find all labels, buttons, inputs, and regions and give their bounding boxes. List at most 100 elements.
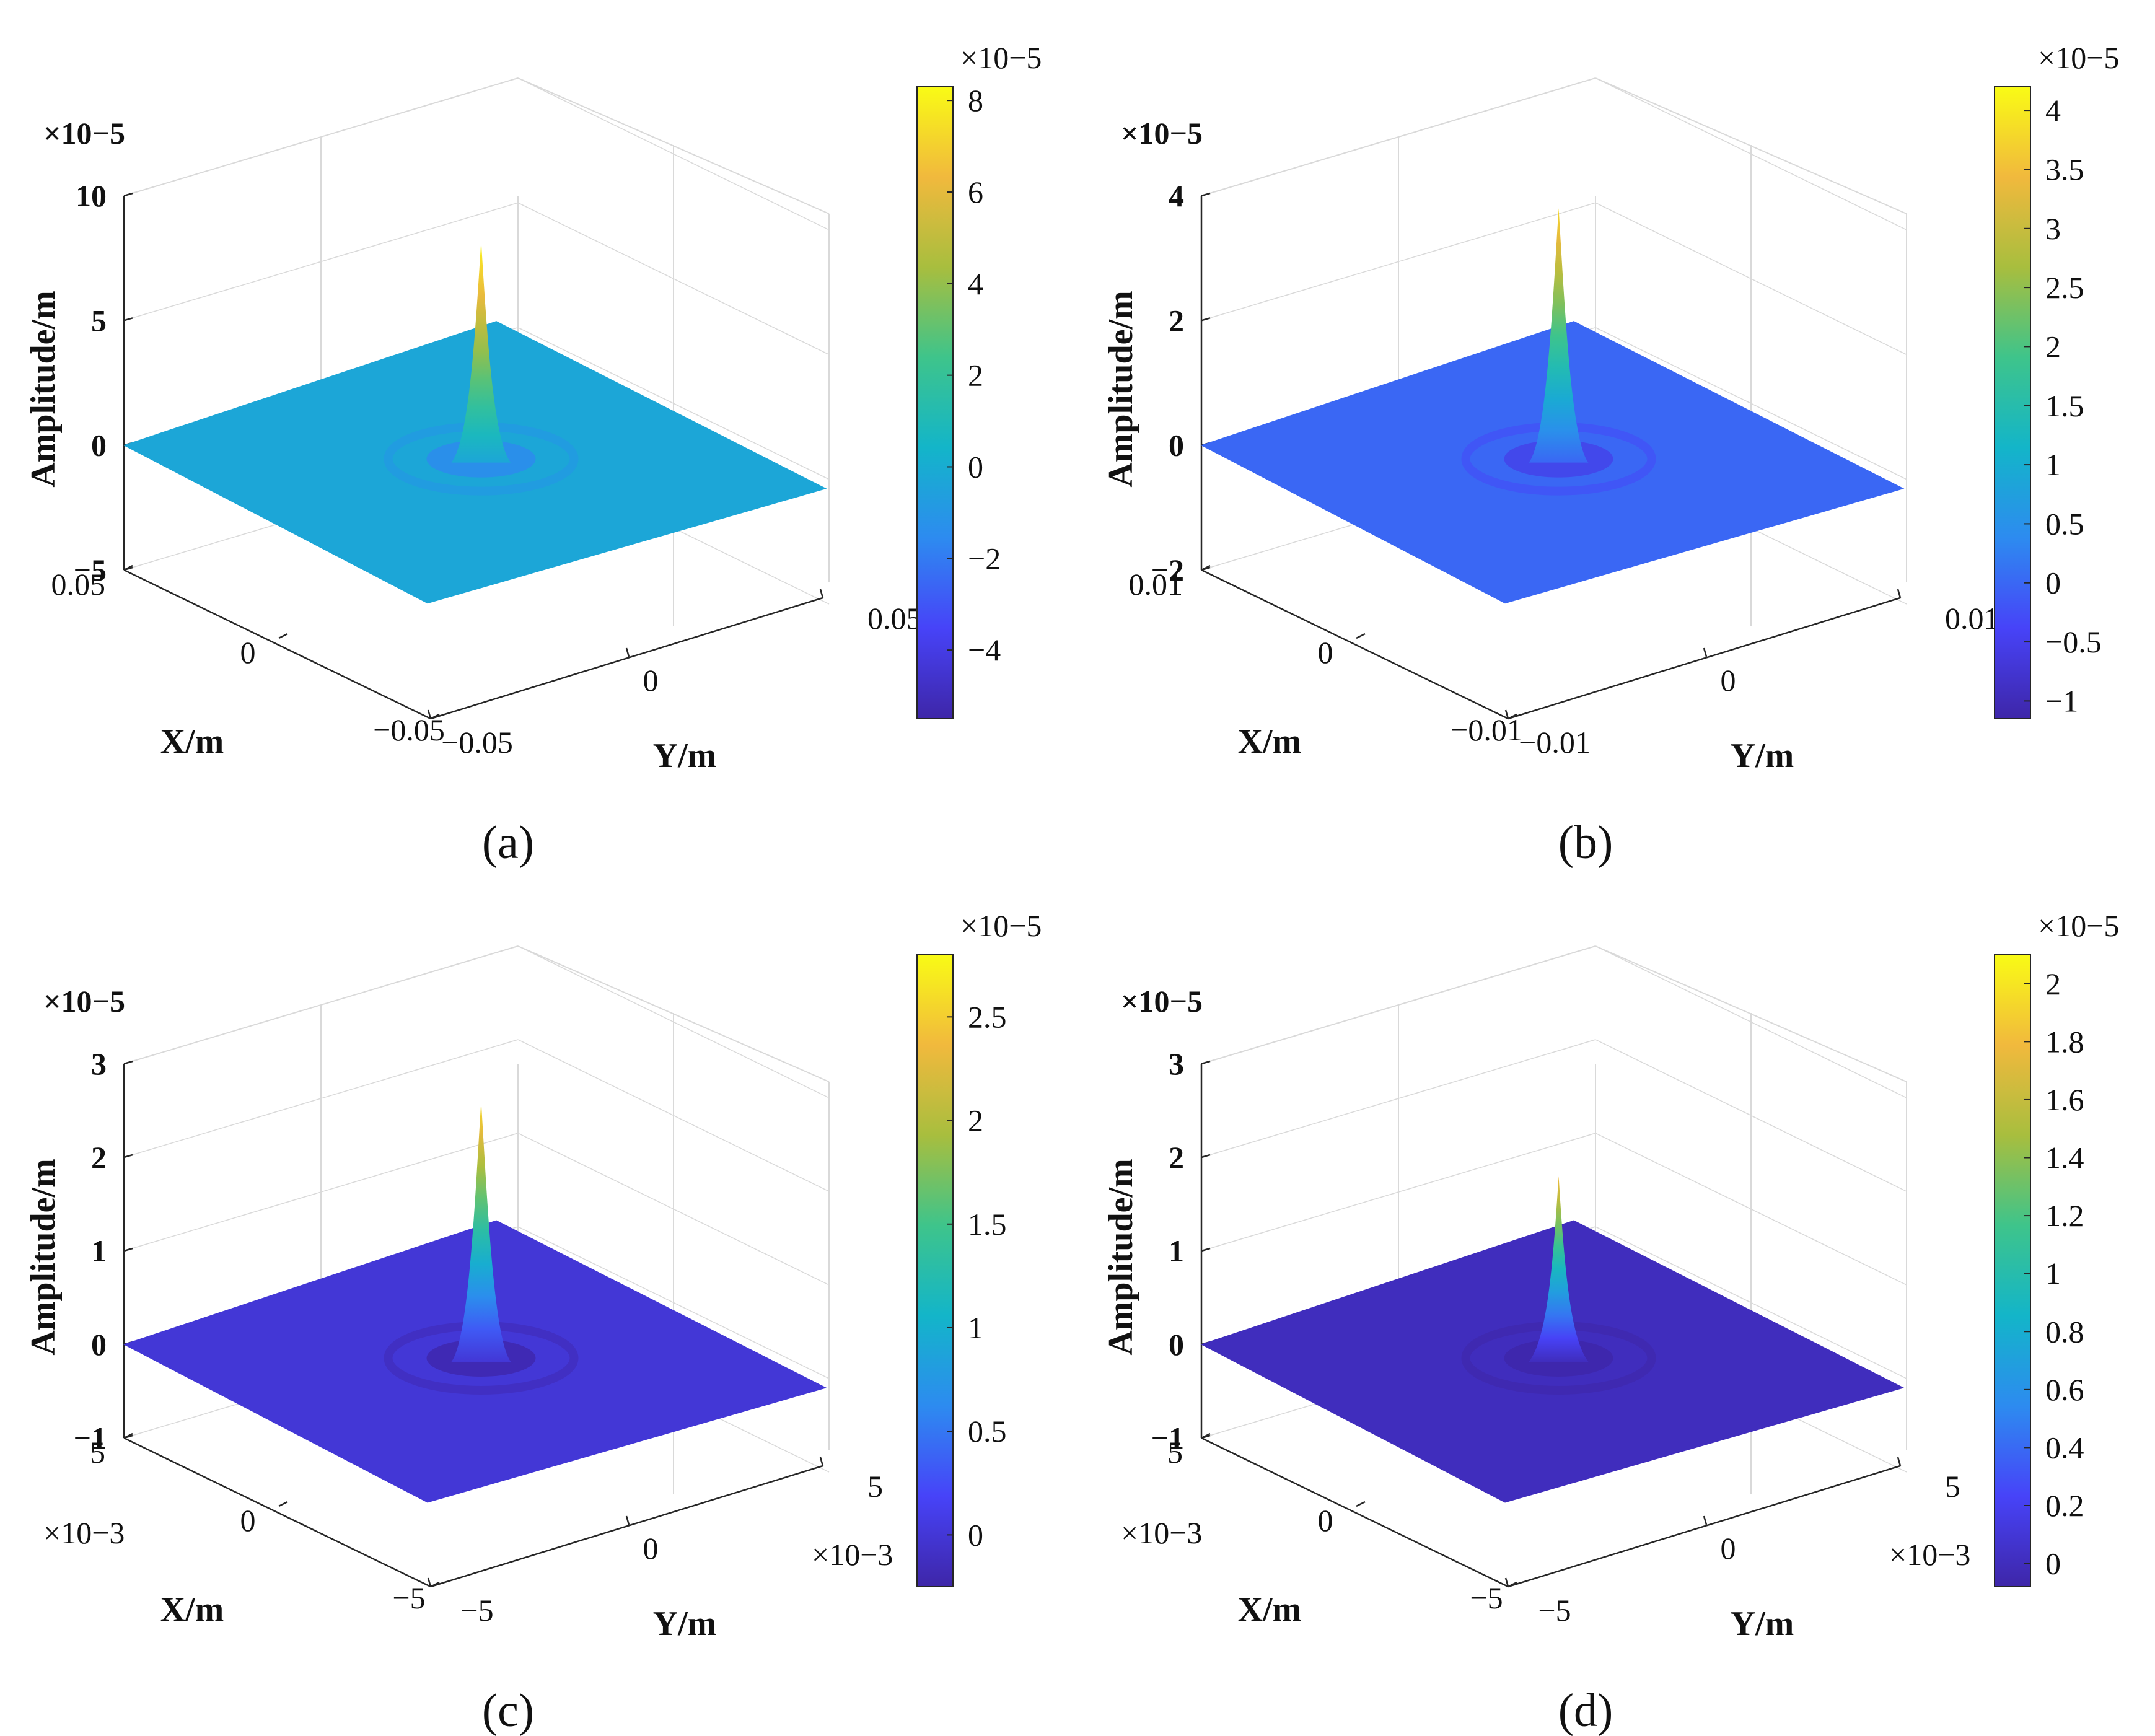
z-tick-label: 3 <box>91 1046 107 1081</box>
colorbar-tick-label: 1.5 <box>968 1207 1007 1242</box>
z-tick-label: 0 <box>91 1327 107 1362</box>
y-axis-label: Y/m <box>1731 1605 1794 1643</box>
y-tick-label: −5 <box>1538 1593 1571 1628</box>
colorbar-tick-label: 2.5 <box>2045 270 2084 305</box>
z-tick-label: 1 <box>91 1234 107 1268</box>
colorbar-tick-label: 8 <box>968 83 983 118</box>
x-tick-label: 5 <box>1167 1435 1183 1470</box>
colorbar-tick-label: 1.8 <box>2045 1024 2084 1059</box>
colorbar-tick-label: 0 <box>968 449 983 484</box>
x-tick-label: 5 <box>90 1435 105 1470</box>
z-tick-label: 2 <box>1169 1140 1184 1175</box>
y-axis-label: Y/m <box>1731 737 1794 775</box>
x-axis-label: X/m <box>1238 722 1302 761</box>
y-tick-label: 0 <box>643 1531 659 1566</box>
z-tick-label: 0 <box>1169 1327 1184 1362</box>
x-axis-line <box>1201 570 1508 719</box>
x-tick-label: 0 <box>240 1503 256 1538</box>
x-axis-line <box>124 570 431 719</box>
colorbar <box>917 87 953 719</box>
z-tick-mark <box>124 193 133 196</box>
z-tick-mark <box>1201 318 1210 320</box>
panel-caption: (d) <box>1558 1685 1613 1736</box>
x-exponent-label: ×10−3 <box>43 1515 125 1550</box>
y-axis-label: Y/m <box>653 737 717 775</box>
z-tick-label: 0 <box>91 428 107 463</box>
y-tick-mark <box>1898 589 1900 598</box>
z-tick-label: 5 <box>91 303 107 338</box>
x-tick-label: 0 <box>1318 635 1333 670</box>
x-axis-label: X/m <box>160 722 224 761</box>
y-tick-mark <box>1704 1516 1706 1525</box>
colorbar-tick-label: 2 <box>2045 967 2061 1001</box>
y-tick-mark <box>1704 648 1706 657</box>
panel-caption: (c) <box>482 1685 534 1736</box>
colorbar-tick-label: −0.5 <box>2045 625 2102 659</box>
colorbar-tick-label: −1 <box>2045 683 2078 718</box>
x-tick-label: 0.01 <box>1129 567 1183 602</box>
colorbar-tick-label: 6 <box>968 175 983 209</box>
x-tick-mark <box>1356 634 1365 638</box>
colorbar-tick-label: 2 <box>968 1103 983 1138</box>
y-tick-mark <box>1898 1457 1900 1466</box>
y-tick-mark <box>820 589 823 598</box>
y-tick-label: 0 <box>643 663 659 698</box>
y-axis-line <box>431 598 823 719</box>
colorbar-tick-label: 0.2 <box>2045 1488 2084 1523</box>
colorbar-tick-label: 0.5 <box>968 1414 1007 1449</box>
colorbar <box>917 955 953 1587</box>
x-tick-label: −0.05 <box>373 712 445 747</box>
colorbar-tick-label: 1.4 <box>2045 1141 2084 1175</box>
z-exponent-label: ×10−5 <box>1121 984 1203 1019</box>
panel-d: 3 2 1 0 −1 ×10−5 Amplitude/m 5 0 −5 −5 0 5 X/m Y/m ×10−… <box>1078 868 2155 1736</box>
y-tick-label: 0.01 <box>1945 601 1999 636</box>
z-exponent-label: ×10−5 <box>43 116 125 151</box>
colorbar-exponent-label: ×10−5 <box>2038 908 2119 943</box>
colorbar-tick-label: 2 <box>968 358 983 393</box>
colorbar <box>1995 87 2030 719</box>
colorbar-exponent-label: ×10−5 <box>2038 40 2119 75</box>
x-tick-mark <box>279 634 287 638</box>
colorbar-tick-label: 3.5 <box>2045 152 2084 186</box>
x-tick-mark <box>279 1502 287 1506</box>
colorbar-tick-label: 0 <box>968 1517 983 1552</box>
z-tick-label: 2 <box>1169 303 1184 338</box>
chart-svg: 3 2 1 0 −1 ×10−5 Amplitude/m 5 0 −5 −5 0 5 X/m Y/m ×10−… <box>0 868 1078 1736</box>
z-tick-label: 0 <box>1169 428 1184 463</box>
x-tick-label: 0.05 <box>51 567 106 602</box>
y-tick-mark <box>820 1457 823 1466</box>
x-tick-mark <box>1356 1502 1365 1506</box>
chart-svg: 3 2 1 0 −1 ×10−5 Amplitude/m 5 0 −5 −5 0 5 X/m Y/m ×10−… <box>1078 868 2155 1736</box>
z-tick-label: 1 <box>1169 1234 1184 1268</box>
colorbar-tick-label: 0.5 <box>2045 506 2084 541</box>
colorbar-exponent-label: ×10−5 <box>960 908 1042 943</box>
z-tick-mark <box>124 1155 133 1157</box>
z-tick-label: 3 <box>1169 1046 1184 1081</box>
z-axis-label: Amplitude/m <box>24 291 63 487</box>
colorbar-tick-label: 1.6 <box>2045 1082 2084 1117</box>
x-tick-label: −5 <box>1470 1580 1503 1615</box>
z-tick-label: 2 <box>91 1140 107 1175</box>
z-exponent-label: ×10−5 <box>1121 116 1203 151</box>
panel-a: 10 5 0 −5 ×10−5 Amplitude/m 0.05 0 −0.05 −0.05 0 0.… <box>0 0 1078 868</box>
y-exponent-label: ×10−3 <box>812 1537 893 1572</box>
y-tick-label: 0 <box>1721 663 1736 698</box>
y-tick-mark <box>626 648 629 657</box>
colorbar-tick-label: 2.5 <box>968 999 1007 1034</box>
colorbar-exponent-label: ×10−5 <box>960 40 1042 75</box>
z-exponent-label: ×10−5 <box>43 984 125 1019</box>
colorbar <box>1995 955 2030 1587</box>
panel-caption: (b) <box>1558 817 1613 868</box>
colorbar-tick-label: 4 <box>968 266 983 301</box>
colorbar-tick-label: 4 <box>2045 93 2061 128</box>
chart-svg: 1050−5×10−5Amplitude/m0.050−0.05−0.0500.… <box>0 0 1078 868</box>
z-tick-mark <box>1201 1155 1210 1157</box>
y-tick-label: 0.05 <box>867 601 922 636</box>
z-tick-label: 10 <box>76 178 107 213</box>
colorbar-tick-label: 0.8 <box>2045 1314 2084 1349</box>
x-exponent-label: ×10−3 <box>1121 1515 1202 1550</box>
z-tick-mark <box>1201 1061 1210 1064</box>
colorbar-tick-label: −4 <box>968 633 1001 667</box>
y-tick-label: −5 <box>460 1593 493 1628</box>
z-tick-mark <box>124 1061 133 1064</box>
